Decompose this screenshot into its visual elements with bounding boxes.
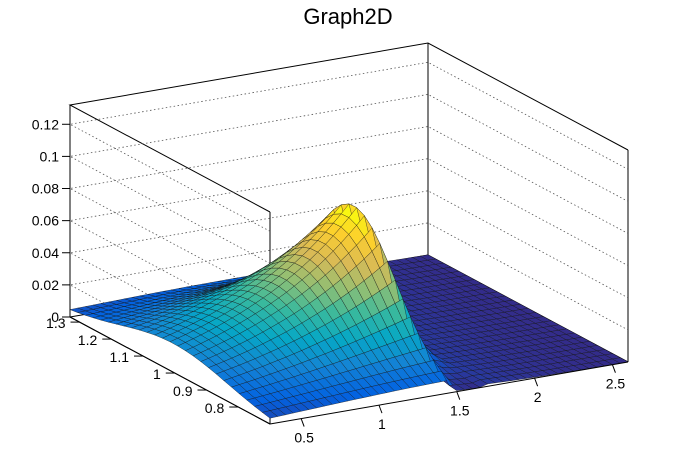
z-tick-label: 0.08 — [32, 181, 59, 197]
x-tick-mark — [456, 391, 461, 400]
x-tick-label: 2 — [534, 389, 542, 405]
surface-mesh — [69, 203, 629, 419]
top-back-edges — [68, 42, 629, 213]
z-gridline — [68, 158, 629, 328]
z-gridline — [68, 93, 629, 264]
z-tick-label: 0.04 — [32, 245, 59, 261]
z-tick-label: 0.12 — [32, 116, 59, 132]
y-tick-label: 1 — [153, 366, 161, 382]
x-tick-label: 1 — [378, 416, 386, 432]
y-tick-label: 0.8 — [205, 400, 225, 416]
x-tick-mark — [534, 377, 539, 387]
x-tick-mark — [378, 404, 383, 414]
x-tick-label: 0.5 — [294, 430, 314, 446]
front-frame — [69, 105, 629, 425]
z-tick-label: 0.02 — [32, 277, 59, 293]
z-gridline — [68, 126, 629, 296]
x-tick-label: 1.5 — [450, 403, 470, 419]
z-tick-label: 0.1 — [40, 148, 60, 164]
x-tick-mark — [611, 364, 616, 373]
y-tick-label: 1.2 — [78, 332, 98, 348]
chart-title: Graph2D — [303, 4, 392, 29]
y-tick-label: 1.3 — [46, 315, 66, 331]
axis-ticks: 0.5 1 1.5 2 2.5 0.8 0.9 1 1.1 1.2 1.30 0.02 0.04 0.06… — [32, 116, 626, 445]
y-tick-label: 1.1 — [110, 349, 130, 365]
y-tick-label: 0.9 — [173, 383, 193, 399]
z-tick-label: 0.06 — [32, 213, 59, 229]
x-tick-mark — [300, 418, 305, 427]
z-tick-label: 0 — [51, 309, 59, 325]
x-axis-line — [269, 361, 629, 425]
y-axis-line — [69, 316, 271, 425]
x-tick-label: 2.5 — [606, 376, 626, 392]
z-gridline — [68, 61, 629, 232]
